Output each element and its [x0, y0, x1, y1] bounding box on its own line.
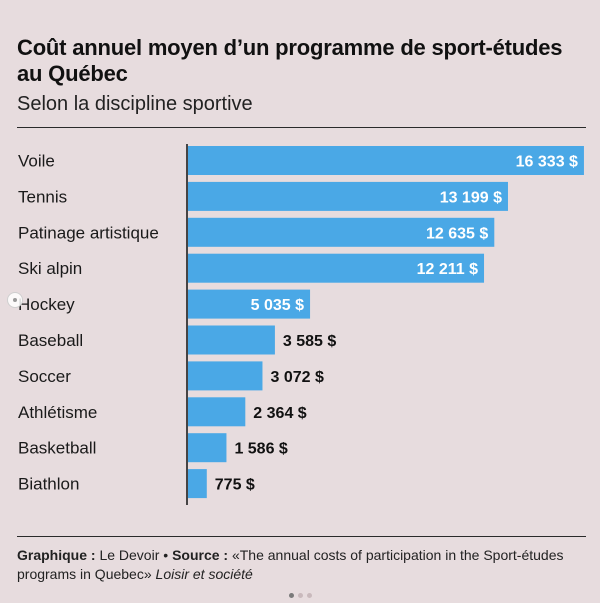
- category-label: Voile: [18, 152, 55, 171]
- bar: [188, 181, 508, 211]
- footer-credits: Graphique : Le Devoir • Source : «The an…: [17, 546, 587, 584]
- top-divider: [17, 127, 586, 128]
- footer-separator: •: [163, 547, 169, 563]
- bar: [188, 289, 311, 319]
- pagination-dot-active[interactable]: [288, 593, 294, 598]
- value-label: 3 585 $: [283, 333, 336, 350]
- category-label: Basketball: [18, 439, 96, 458]
- value-label: 1 586 $: [234, 441, 287, 458]
- bar: [188, 469, 207, 499]
- value-label: 13 199 $: [440, 189, 502, 206]
- chart-subtitle: Selon la discipline sportive: [17, 93, 253, 115]
- graphic-label: Graphique :: [17, 547, 96, 563]
- bottom-divider: [17, 536, 586, 537]
- pagination-dot[interactable]: [306, 593, 312, 598]
- value-label: 3 072 $: [270, 369, 323, 386]
- chart-title: Coût annuel moyen d’un programme de spor…: [17, 35, 563, 86]
- value-label: 16 333 $: [516, 154, 578, 171]
- category-label: Patinage artistique: [18, 223, 159, 242]
- bar: [188, 253, 485, 283]
- category-label: Soccer: [18, 367, 71, 386]
- category-label: Ski alpin: [18, 259, 82, 278]
- carousel-prev-icon[interactable]: [7, 292, 23, 308]
- value-label: 12 635 $: [426, 225, 488, 242]
- bar: [188, 146, 584, 175]
- value-label: 775 $: [215, 477, 255, 494]
- bar: [188, 217, 495, 247]
- value-label: 5 035 $: [251, 297, 304, 314]
- bar-chart: Voile 16 333 $ Tennis 13 199 $ Patinage arti…: [18, 144, 584, 505]
- category-label: Baseball: [18, 331, 83, 350]
- value-label: 12 211 $: [417, 261, 479, 278]
- source-label: Source :: [172, 547, 229, 563]
- graphic-value: Le Devoir: [99, 547, 160, 563]
- category-label: Tennis: [18, 187, 67, 206]
- carousel-pagination: [0, 585, 600, 603]
- bar: [188, 433, 227, 463]
- category-label: Biathlon: [18, 475, 79, 494]
- value-label: 2 364 $: [253, 405, 306, 422]
- bar: [188, 325, 275, 355]
- bar: [188, 397, 246, 427]
- pagination-dot[interactable]: [297, 593, 303, 598]
- category-label: Athlétisme: [18, 403, 97, 422]
- source-journal: Loisir et société: [155, 566, 253, 582]
- source-text: «The annual costs of participation in th…: [17, 547, 564, 582]
- bar: [188, 361, 263, 391]
- category-label: Hockey: [18, 295, 75, 314]
